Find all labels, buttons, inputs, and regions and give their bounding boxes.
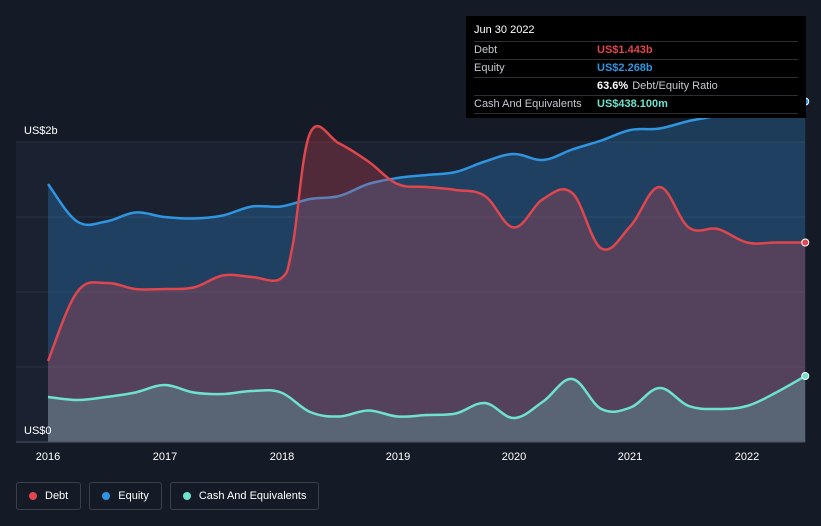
tooltip-cash-value: US$438.100m (597, 98, 668, 110)
tooltip-debt-value: US$1.443b (597, 44, 653, 56)
tooltip-label-empty (474, 78, 597, 95)
y-tick-label-bottom: US$0 (24, 425, 52, 437)
debt-endpoint[interactable] (801, 238, 810, 247)
tooltip-ratio-value: 63.6% (597, 80, 629, 92)
data-tooltip: Jun 30 2022 Debt US$1.443b Equity US$2.2… (466, 16, 806, 118)
tooltip-row-ratio: 63.6% Debt/Equity Ratio (474, 77, 798, 95)
equity-dot-icon (102, 492, 111, 500)
plot-past-shade (16, 143, 805, 443)
debt-area (48, 126, 806, 443)
cash-dot-icon (182, 492, 191, 500)
tooltip-label: Debt (474, 44, 498, 56)
x-tick-label: 2017 (152, 451, 178, 463)
series-layer (46, 97, 810, 443)
equity-line (46, 100, 806, 227)
legend-label: Cash And Equivalents (198, 490, 307, 502)
legend-label: Equity (118, 490, 149, 502)
tooltip-ratio-label: Debt/Equity Ratio (632, 80, 718, 92)
chart-legend: Debt Equity Cash And Equivalents (16, 482, 320, 510)
tooltip-row-equity: Equity US$2.268b (474, 59, 798, 77)
tooltip-equity-value: US$2.268b (597, 62, 653, 74)
equity-area (48, 101, 806, 442)
x-tick-label: 2018 (269, 451, 295, 463)
grid-lines (16, 141, 805, 368)
x-tick-label: 2022 (734, 451, 760, 463)
tooltip-row-debt: Debt US$1.443b (474, 41, 798, 59)
tooltip-label: Equity (474, 62, 505, 74)
y-tick-label-top: US$2b (24, 125, 58, 137)
debt-line (46, 124, 806, 362)
cash-and-equivalents-line (47, 374, 806, 420)
x-tick-label: 2020 (501, 451, 527, 463)
tooltip-date: Jun 30 2022 (474, 24, 535, 36)
legend-item-cash[interactable]: Cash And Equivalents (169, 482, 320, 510)
cash-and-equivalents-endpoint[interactable] (801, 372, 810, 380)
x-tick-label: 2019 (385, 451, 411, 463)
legend-item-debt[interactable]: Debt (16, 482, 82, 510)
x-tick-label: 2016 (35, 451, 61, 463)
debt-dot-icon (29, 492, 37, 500)
legend-label: Debt (45, 490, 69, 502)
tooltip-label: Cash And Equivalents (474, 98, 582, 110)
legend-item-equity[interactable]: Equity (89, 482, 162, 510)
tooltip-row-cash: Cash And Equivalents US$438.100m (474, 95, 798, 114)
x-tick-label: 2021 (617, 451, 643, 463)
